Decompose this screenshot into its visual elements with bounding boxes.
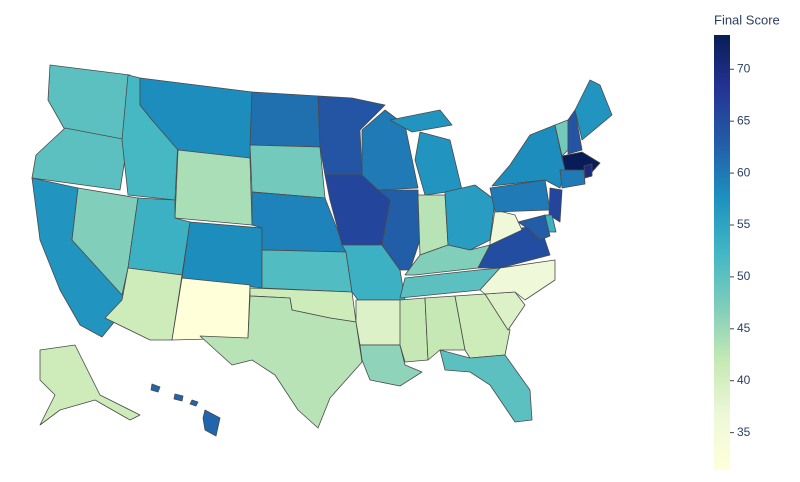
state xyxy=(171,277,251,341)
state xyxy=(417,194,449,256)
state xyxy=(567,109,583,155)
colorbar-tick-label: 40 xyxy=(737,373,751,387)
state xyxy=(389,109,463,196)
state xyxy=(39,344,141,426)
state xyxy=(559,169,586,189)
state xyxy=(574,79,613,141)
colorbar xyxy=(714,35,730,470)
state xyxy=(150,383,221,437)
colorbar-tick-label: 60 xyxy=(737,165,751,179)
colorbar-tick-label: 55 xyxy=(737,217,751,231)
colorbar-tick-label: 35 xyxy=(737,425,751,439)
state xyxy=(181,221,263,289)
state xyxy=(199,295,363,429)
state xyxy=(249,91,321,148)
colorbar-tick-label: 70 xyxy=(737,61,751,75)
state xyxy=(361,109,419,191)
state xyxy=(249,144,326,199)
state xyxy=(31,127,129,191)
state xyxy=(583,163,593,179)
colorbar-tick-label: 65 xyxy=(737,113,751,127)
state xyxy=(548,187,563,223)
state xyxy=(104,267,183,341)
colorbar-tick-label: 50 xyxy=(737,269,751,283)
state xyxy=(517,214,551,241)
state xyxy=(71,187,139,296)
state xyxy=(399,297,429,363)
state xyxy=(317,95,386,176)
state xyxy=(444,184,496,251)
state xyxy=(47,64,131,141)
state xyxy=(174,149,253,226)
state xyxy=(439,349,533,423)
state xyxy=(355,299,406,346)
state xyxy=(491,124,566,189)
colorbar-tick-label: 45 xyxy=(737,321,751,335)
states xyxy=(31,64,613,437)
state xyxy=(561,151,601,173)
state xyxy=(261,249,353,293)
state xyxy=(479,259,556,301)
state xyxy=(424,295,466,361)
colorbar-title: Final Score xyxy=(714,12,780,27)
